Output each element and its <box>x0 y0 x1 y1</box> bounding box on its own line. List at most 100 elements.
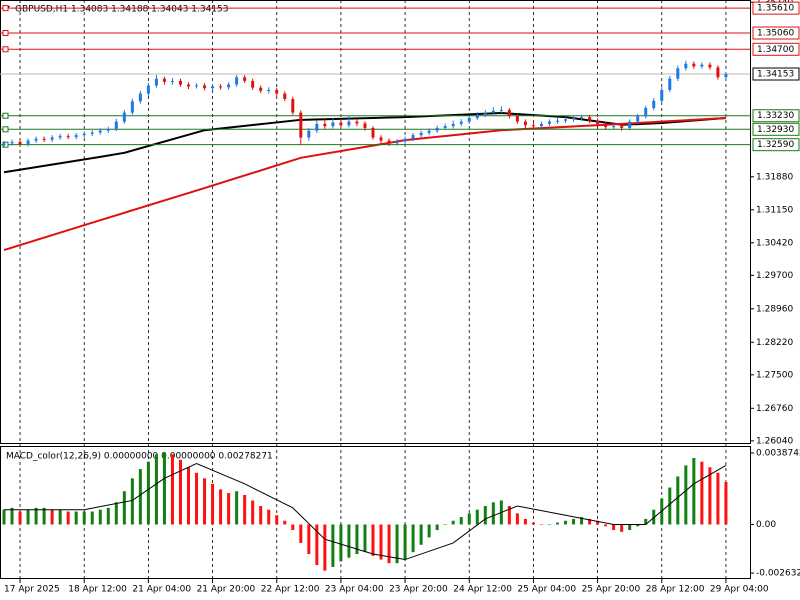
macd-bar <box>459 517 463 525</box>
candle-body <box>628 121 632 128</box>
macd-bar <box>684 465 688 525</box>
macd-bar <box>339 524 343 562</box>
macd-bar <box>467 513 471 525</box>
macd-bar <box>371 524 375 556</box>
candle-body <box>178 80 182 85</box>
level-label: 1.35610 <box>757 4 794 14</box>
candle-body <box>267 89 271 91</box>
candle-body <box>235 77 239 85</box>
candle-body <box>668 78 672 90</box>
y-tick-label: 0.00 <box>756 520 776 530</box>
x-tick-label: 24 Apr 12:00 <box>453 585 512 595</box>
candle-body <box>307 130 311 138</box>
candle-body <box>106 128 110 131</box>
macd-bar <box>106 507 110 525</box>
macd-bar <box>98 509 102 525</box>
candle-body <box>435 127 439 131</box>
candle-body <box>355 121 359 124</box>
macd-bar <box>58 509 62 525</box>
x-tick-label: 23 Apr 20:00 <box>389 585 448 595</box>
candle-body <box>547 121 551 124</box>
macd-bar <box>130 478 134 525</box>
candle-body <box>588 117 592 121</box>
macd-bar <box>162 452 166 525</box>
macd-bar <box>435 524 439 530</box>
macd-bar <box>267 509 271 525</box>
macd-bar <box>170 454 174 525</box>
candle-body <box>323 123 327 127</box>
macd-bar <box>195 472 199 525</box>
signal-line <box>4 462 727 561</box>
candle-body <box>58 136 62 138</box>
macd-bar <box>596 520 600 525</box>
level-label: 1.32930 <box>757 125 794 135</box>
candle-body <box>403 138 407 142</box>
candle-body <box>443 126 447 128</box>
level-handle <box>2 126 9 133</box>
macd-bar <box>283 520 287 525</box>
candle-body <box>195 85 199 87</box>
x-tick-label: 28 Apr 12:00 <box>646 585 705 595</box>
macd-bar <box>604 524 608 527</box>
candle-body <box>580 117 584 119</box>
candle-body <box>604 123 608 128</box>
macd-bar <box>315 524 319 566</box>
level-label-box <box>752 122 800 136</box>
candle-body <box>66 136 70 138</box>
macd-bar <box>178 459 182 525</box>
macd-bar <box>395 524 399 564</box>
macd-bar <box>251 500 255 525</box>
candle-body <box>636 116 640 122</box>
candle-body <box>700 64 704 67</box>
macd-bar <box>323 524 327 571</box>
macd-bar <box>203 478 207 525</box>
macd-bar <box>724 482 728 525</box>
candle-body <box>539 123 543 127</box>
candle-body <box>708 64 712 68</box>
y-tick-label: 1.31880 <box>756 172 793 182</box>
level-label-box <box>752 1 800 15</box>
candle-body <box>243 77 247 81</box>
candle-body <box>130 101 134 113</box>
macd-bar <box>451 520 455 525</box>
candle-body <box>387 140 391 144</box>
macd-bar <box>564 520 568 525</box>
macd-bar <box>26 509 30 525</box>
macd-bar <box>612 524 616 530</box>
y-tick-label: 1.26760 <box>756 404 793 414</box>
candle-body <box>491 110 495 113</box>
macd-bar <box>708 467 712 525</box>
macd-panel-frame <box>0 446 751 579</box>
macd-bar <box>10 507 14 525</box>
macd-bar <box>154 454 158 525</box>
macd-bar <box>507 506 511 525</box>
candle-body <box>10 141 14 144</box>
macd-bar <box>387 524 391 564</box>
candle-body <box>259 87 263 91</box>
macd-bar <box>580 517 584 525</box>
candle-body <box>146 85 150 94</box>
level-label-box <box>752 138 800 152</box>
macd-bar <box>122 491 126 525</box>
moving-average <box>3 112 727 174</box>
candle-body <box>363 123 367 128</box>
candle-body <box>467 118 471 122</box>
macd-bar <box>419 524 423 545</box>
candle-body <box>18 141 22 145</box>
main-panel-frame <box>0 0 751 444</box>
candle-body <box>716 67 720 78</box>
candle-body <box>90 132 94 134</box>
macd-bar <box>34 507 38 525</box>
candle-body <box>331 122 335 127</box>
y-tick-label: 1.28220 <box>756 338 793 348</box>
chart-title: GBPUSD,H1 1.34083 1.34188 1.34043 1.3415… <box>15 5 228 15</box>
macd-bar <box>275 515 279 525</box>
candle-body <box>564 119 568 121</box>
x-tick-label: 18 Apr 12:00 <box>68 585 127 595</box>
macd-title: MACD_color(12,26,9) 0.00000000 0.0000000… <box>6 452 273 462</box>
y-tick-label: 1.31150 <box>756 205 793 215</box>
candle-body <box>507 109 511 117</box>
candle-body <box>227 84 231 88</box>
